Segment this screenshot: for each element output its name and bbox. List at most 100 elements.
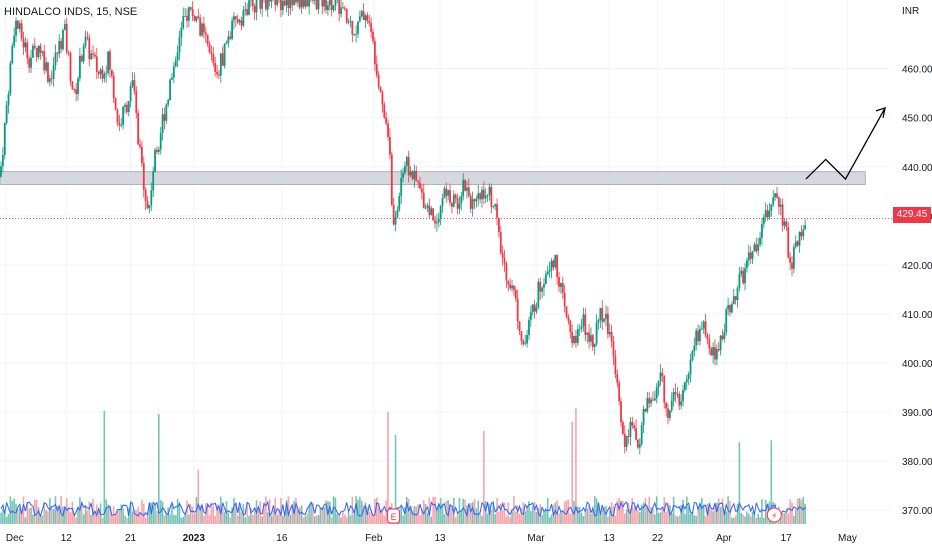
volume-bar [94, 513, 96, 524]
candle-body [56, 53, 58, 54]
candle-body [566, 306, 568, 317]
volume-bar [430, 517, 432, 524]
volume-bar [624, 513, 626, 524]
volume-bar [68, 509, 70, 524]
lightning-glyph: ⚡ [771, 512, 777, 522]
candle-body [291, 0, 293, 5]
volume-bar [192, 507, 194, 524]
candle-body [718, 349, 720, 350]
candle-body [671, 401, 673, 411]
candle-body [596, 323, 598, 344]
x-tick-label: 12 [61, 533, 73, 544]
volume-bar [190, 504, 192, 524]
candle-body [569, 321, 571, 332]
candle-body [2, 155, 4, 166]
candle-body [511, 286, 513, 289]
volume-bar [472, 502, 474, 524]
candle-body [571, 332, 573, 343]
candle-body [120, 125, 122, 126]
volume-bar [549, 517, 551, 524]
volume-bar [440, 498, 442, 524]
candle-body [645, 409, 647, 412]
candle-body [746, 260, 748, 268]
candle-body [513, 286, 515, 290]
volume-bar [789, 500, 791, 524]
candle-body [440, 206, 442, 219]
candle-body [616, 374, 618, 383]
volume-bar [299, 507, 301, 524]
volume-bar [182, 517, 184, 524]
volume-bar [273, 510, 275, 524]
volume-bar [301, 505, 303, 524]
candle-body [156, 150, 158, 152]
candle-body [740, 271, 742, 274]
volume-bar [38, 507, 40, 524]
volume-bar [30, 508, 32, 524]
candle-body [318, 0, 320, 9]
candle-body [522, 341, 524, 344]
volume-bar [55, 496, 57, 524]
candle-body [547, 272, 549, 274]
candle-body [276, 0, 278, 5]
volume-bar [282, 516, 284, 524]
volume-bar [32, 515, 34, 524]
volume-bar [541, 515, 543, 524]
candle-body [75, 89, 77, 94]
candle-body [344, 8, 346, 9]
candle-body [656, 387, 658, 398]
candle-body [701, 329, 703, 330]
candle-body [750, 253, 752, 259]
candle-body [382, 92, 384, 104]
volume-bar [214, 516, 216, 524]
candle-body [765, 210, 767, 217]
candle-body [17, 21, 19, 29]
candle-body [25, 43, 27, 48]
volume-bar [569, 514, 571, 524]
candle-body [658, 381, 660, 387]
y-tick-label: 450.00 [902, 114, 932, 125]
volume-bar [233, 498, 235, 524]
candle-body [483, 190, 485, 199]
candle-body [575, 336, 577, 343]
candle-body [207, 35, 209, 44]
volume-bar [310, 504, 312, 524]
candle-body [335, 0, 337, 6]
volume-bar [42, 516, 44, 524]
candle-body [73, 89, 75, 90]
candle-body [53, 66, 55, 79]
candle-body [665, 402, 667, 408]
volume-bar [494, 514, 496, 524]
candle-body [588, 332, 590, 341]
candle-body [767, 210, 769, 217]
candle-body [579, 329, 581, 330]
volume-bar [88, 502, 90, 524]
volume-bar [368, 512, 370, 524]
candle-body [378, 75, 380, 87]
volume-bar [337, 514, 339, 524]
x-tick-label: Mar [527, 533, 545, 544]
candle-body [160, 133, 162, 149]
candle-body [333, 6, 335, 10]
candle-body [96, 56, 98, 72]
candle-body [545, 274, 547, 284]
volume-bar [58, 508, 60, 524]
volume-bar [476, 508, 478, 524]
candle-body [267, 0, 269, 9]
candle-body [15, 21, 17, 36]
candle-body [560, 283, 562, 287]
volume-bar [0, 513, 2, 524]
candle-body [308, 0, 310, 6]
volume-bar [733, 518, 735, 524]
volume-bar [731, 518, 733, 524]
volume-bar [376, 498, 378, 524]
volume-bar [740, 513, 742, 524]
candle-body [630, 422, 632, 437]
candle-body [400, 178, 402, 196]
volume-bar [338, 516, 340, 524]
candle-body [402, 173, 404, 178]
volume-bar [308, 505, 310, 524]
candle-body [241, 20, 243, 25]
volume-bar [551, 515, 553, 524]
candle-body [598, 320, 600, 323]
candle-body [280, 0, 282, 10]
